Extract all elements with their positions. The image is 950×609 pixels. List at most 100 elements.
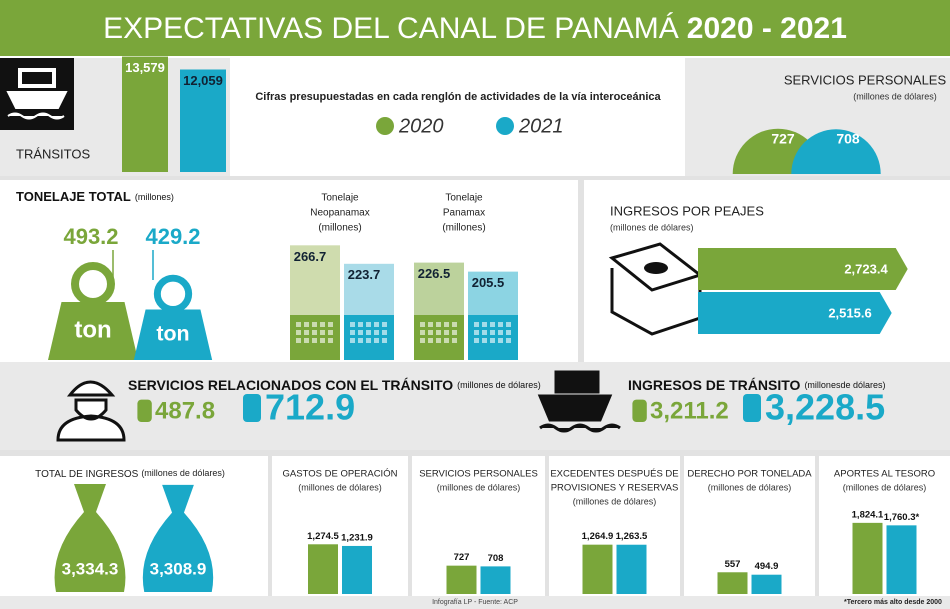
window: [474, 338, 479, 343]
bar: [342, 545, 372, 594]
weight: [48, 302, 138, 360]
weight: [133, 309, 213, 360]
chart-title: Tonelaje: [321, 193, 359, 204]
window: [358, 322, 363, 327]
window: [506, 322, 511, 327]
chart-unit: (millones de dólares): [843, 482, 927, 492]
money-bag: [137, 399, 152, 422]
value-label: 429.2: [145, 224, 200, 249]
section-unit: (millones de dólares): [457, 380, 541, 390]
divider: [268, 450, 272, 596]
money-bag: [743, 394, 761, 422]
window: [382, 338, 387, 343]
source: Infografía LP - Fuente: ACP: [432, 599, 518, 606]
chart-title: GASTOS DE OPERACIÓN: [283, 469, 398, 480]
section-unit: (millones de dólares): [610, 222, 694, 232]
ship-icon: [18, 68, 56, 88]
window: [452, 322, 457, 327]
section-label: TRÁNSITOS: [16, 146, 90, 161]
worker-icon: [56, 380, 126, 442]
legend-label: 2021: [518, 115, 564, 137]
window: [490, 338, 495, 343]
bar-building: [468, 315, 518, 360]
chart-title: SERVICIOS PERSONALES: [419, 469, 538, 480]
section-title: INGRESOS POR PEAJES: [610, 203, 764, 218]
value-label: 226.5: [418, 266, 451, 281]
window: [304, 330, 309, 335]
ship-icon: [6, 91, 68, 120]
money-icon: [644, 262, 668, 274]
bar-building: [344, 315, 394, 360]
window: [436, 338, 441, 343]
weight-ring: [153, 274, 193, 314]
value-label: 487.8: [155, 398, 215, 425]
window: [320, 322, 325, 327]
money-bag: [243, 394, 261, 422]
value-label: 13,579: [125, 60, 165, 75]
weight-label: ton: [74, 316, 111, 343]
chart-title: EXCEDENTES DESPUÉS DE: [550, 469, 678, 480]
value-label: 205.5: [472, 275, 505, 290]
legend-caption: Cifras presupuestadas en cada renglón de…: [255, 91, 661, 103]
window: [436, 330, 441, 335]
window: [490, 322, 495, 327]
legend-swatch: [496, 117, 514, 135]
divider: [578, 176, 584, 362]
section-unit: (millonesde dólares): [804, 380, 885, 390]
value-label: 266.7: [294, 249, 327, 264]
value-label: 557: [725, 559, 741, 570]
divider: [545, 450, 549, 596]
window: [474, 330, 479, 335]
value-label: 712.9: [265, 387, 355, 428]
window: [452, 330, 457, 335]
bar: [886, 525, 917, 594]
title-main: EXPECTATIVAS DEL CANAL DE PANAMÁ: [103, 12, 679, 45]
money-bag: [142, 484, 214, 592]
section-title: TOTAL DE INGRESOS (millones de dólares): [35, 468, 225, 479]
window: [436, 322, 441, 327]
window: [350, 330, 355, 335]
window: [420, 322, 425, 327]
value-label: 1,264.9: [582, 531, 614, 542]
chart-title: APORTES AL TESORO: [834, 469, 935, 480]
title-years: 2020 - 2021: [687, 12, 847, 45]
window: [428, 330, 433, 335]
chart-unit: (millones de dólares): [573, 496, 657, 506]
section-title: TONELAJE TOTAL (millones): [16, 189, 174, 204]
window: [420, 330, 425, 335]
value-label: 3,308.9: [150, 559, 207, 578]
value-label: 708: [488, 553, 504, 564]
section-unit: (millones de dólares): [141, 468, 225, 478]
value-label: 493.2: [63, 224, 118, 249]
section-title-main: SERVICIOS RELACIONADOS CON EL TRÁNSITO: [128, 377, 453, 393]
chart-title: DERECHO POR TONELADA: [687, 469, 812, 480]
window: [358, 338, 363, 343]
window: [444, 330, 449, 335]
window: [358, 330, 363, 335]
value-label: 3,334.3: [62, 559, 119, 578]
footnote: *Tercero más alto desde 2000: [844, 599, 942, 606]
window: [428, 338, 433, 343]
window: [320, 338, 325, 343]
chart-title: Panamax: [443, 208, 485, 219]
window: [452, 338, 457, 343]
chart-title: (millones): [318, 223, 361, 234]
window: [374, 330, 379, 335]
value-label: 12,059: [183, 73, 223, 88]
divider: [680, 450, 684, 596]
section-unit: (millones de dólares): [853, 91, 937, 101]
window: [328, 330, 333, 335]
window: [444, 338, 449, 343]
value-label: 3,211.2: [650, 398, 729, 425]
window: [444, 322, 449, 327]
value-label: 727: [771, 131, 795, 147]
title-bar: [0, 0, 950, 56]
bar: [480, 566, 511, 594]
window: [474, 322, 479, 327]
window: [498, 330, 503, 335]
legend-label: 2020: [398, 115, 444, 137]
window: [506, 330, 511, 335]
window: [428, 322, 433, 327]
value-label: 727: [454, 552, 470, 563]
